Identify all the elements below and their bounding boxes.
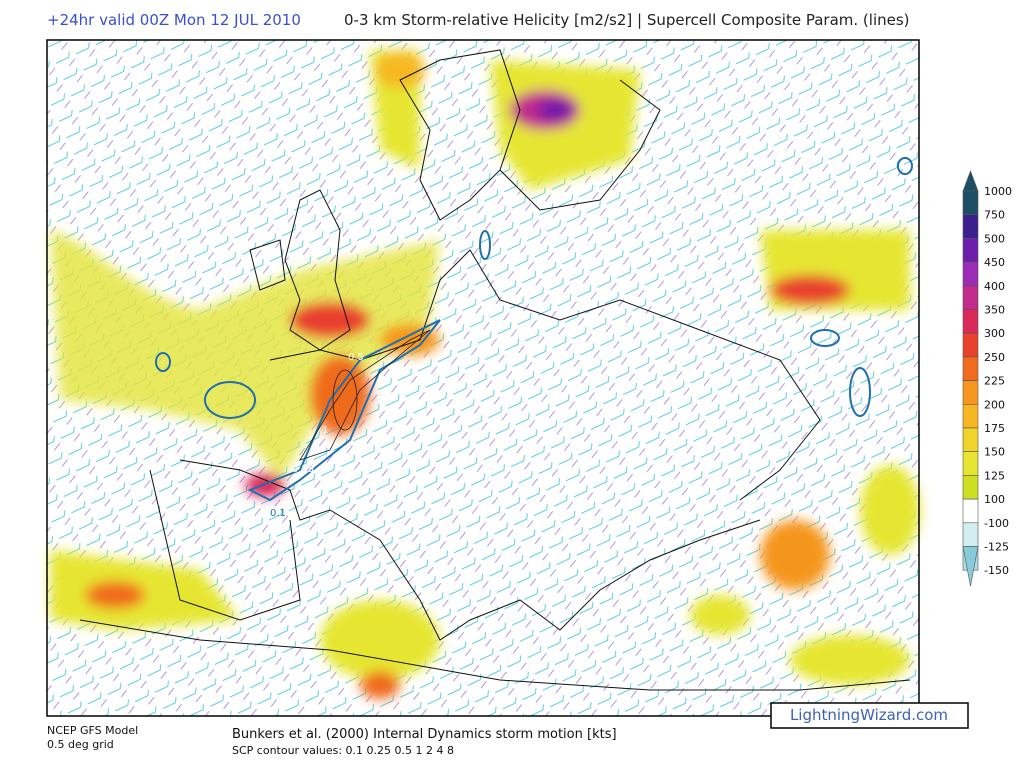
model-name: NCEP GFS Model (47, 724, 138, 737)
colorbar-label: 400 (984, 280, 1005, 293)
colorbar-label: 300 (984, 327, 1005, 340)
helicity-fill (50, 50, 920, 699)
contour-label: 0.1 (270, 508, 286, 519)
colorbar-label: -150 (984, 564, 1009, 577)
colorbar-cell (962, 522, 979, 547)
valid-time: +24hr valid 00Z Mon 12 JUL 2010 (47, 11, 301, 29)
colorbar-cell (962, 238, 979, 263)
colorbar-label: 250 (984, 351, 1005, 364)
scp-values: SCP contour values: 0.1 0.25 0.5 1 2 4 8 (232, 744, 454, 757)
colorbar-label: -100 (984, 517, 1009, 530)
contour-label: 1 (322, 425, 328, 436)
map-title: 0-3 km Storm-relative Helicity [m2/s2] |… (344, 11, 910, 29)
colorbar-cell (962, 475, 979, 500)
colorbar-cell (962, 356, 979, 381)
colorbar-label: 200 (984, 398, 1005, 411)
colorbar-cell (962, 332, 979, 358)
colorbar-label: 1000 (984, 185, 1012, 198)
colorbar-cap (962, 170, 979, 192)
contour-label: 0.5 (348, 352, 364, 363)
colorbar-cell (962, 451, 979, 476)
colorbar-label: 125 (984, 469, 1005, 482)
colorbar-cap (962, 546, 979, 587)
colorbar-label: 150 (984, 446, 1005, 459)
colorbar-cell (962, 498, 979, 524)
watermark-box (770, 702, 969, 729)
colorbar-cell (962, 261, 979, 287)
watermark: LightningWizard.com (790, 706, 948, 724)
colorbar-label: 225 (984, 375, 1005, 388)
colorbar: 1000 750 500 450 400 350 300 250 225 200 175 150 125… (962, 170, 1012, 587)
colorbar-label: 500 (984, 232, 1005, 245)
map: 0.5 1 0.25 0.1 (46, 39, 920, 717)
contour-label: 0.25 (292, 464, 314, 475)
colorbar-cell (962, 214, 979, 239)
map-border (46, 39, 920, 717)
colorbar-cell (962, 403, 979, 429)
colorbar-label: 100 (984, 493, 1005, 506)
colorbar-label: 750 (984, 209, 1005, 222)
coastlines (79, 49, 911, 691)
colorbar-label: 450 (984, 256, 1005, 269)
colorbar-label: 175 (984, 422, 1005, 435)
colorbar-label: 350 (984, 304, 1005, 317)
colorbar-cell (962, 190, 979, 216)
scp-inner-contours (299, 329, 431, 461)
colorbar-cell (962, 285, 979, 310)
storm-motion: Bunkers et al. (2000) Internal Dynamics … (232, 727, 617, 742)
colorbar-cell (962, 380, 979, 405)
colorbar-label: -125 (984, 541, 1009, 554)
scp-contours (155, 157, 913, 502)
colorbar-cell (962, 309, 979, 334)
colorbar-cell (962, 427, 979, 453)
grid-resolution: 0.5 deg grid (47, 738, 114, 751)
